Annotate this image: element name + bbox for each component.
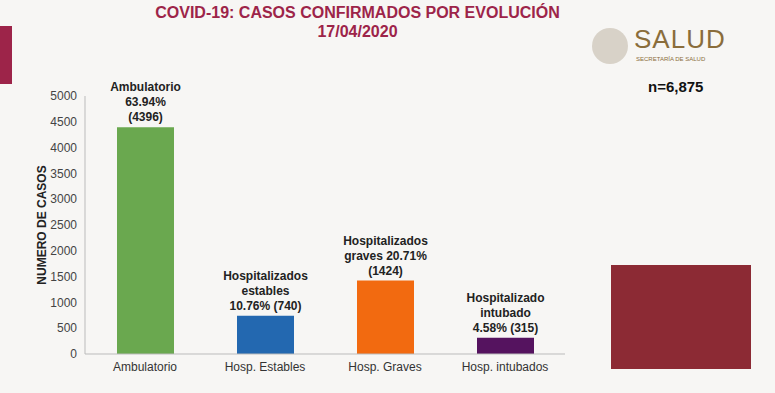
html-text:SALUD: SALUD	[634, 24, 726, 54]
svg-text:0: 0	[70, 347, 77, 361]
svg-text:2000: 2000	[50, 244, 77, 258]
svg-text:4.58% (315): 4.58% (315)	[473, 321, 538, 335]
svg-text:4000: 4000	[50, 141, 77, 155]
svg-text:NUMERO DE CASOS: NUMERO DE CASOS	[35, 165, 49, 284]
svg-text:graves 20.71%: graves 20.71%	[344, 249, 427, 263]
svg-text:2500: 2500	[50, 218, 77, 232]
svg-text:10.76% (740): 10.76% (740)	[229, 299, 301, 313]
html-text:COVID-19: CASOS CONFIRMADOS PO: COVID-19: CASOS CONFIRMADOS POR EVOLUCIÓ…	[155, 4, 560, 21]
html-text:SECRETARÍA DE SALUD: SECRETARÍA DE SALUD	[636, 56, 706, 62]
svg-text:Ambulatorio: Ambulatorio	[113, 360, 177, 374]
html-text:n=6,875: n=6,875	[648, 78, 704, 95]
html-text:17/04/2020: 17/04/2020	[317, 23, 398, 40]
svg-text:Hospitalizados: Hospitalizados	[343, 234, 428, 248]
svg-text:1500: 1500	[50, 270, 77, 284]
svg-text:intubado: intubado	[480, 306, 531, 320]
svg-text:Hosp. intubados: Hosp. intubados	[462, 360, 549, 374]
svg-text:1000: 1000	[50, 296, 77, 310]
svg-text:63.94%: 63.94%	[125, 95, 166, 109]
svg-text:Ambulatorio: Ambulatorio	[110, 80, 181, 94]
svg-text:3500: 3500	[50, 167, 77, 181]
svg-text:(1424): (1424)	[368, 264, 403, 278]
svg-text:Hosp. Estables: Hosp. Estables	[225, 360, 306, 374]
svg-text:3000: 3000	[50, 192, 77, 206]
svg-text:(4396): (4396)	[128, 110, 163, 124]
svg-text:4500: 4500	[50, 115, 77, 129]
svg-text:estables: estables	[241, 284, 289, 298]
svg-text:Hospitalizados: Hospitalizados	[223, 269, 308, 283]
svg-text:5000: 5000	[50, 89, 77, 103]
svg-text:Hosp. Graves: Hosp. Graves	[348, 360, 421, 374]
svg-text:Hospitalizado: Hospitalizado	[466, 291, 544, 305]
svg-text:500: 500	[57, 321, 77, 335]
